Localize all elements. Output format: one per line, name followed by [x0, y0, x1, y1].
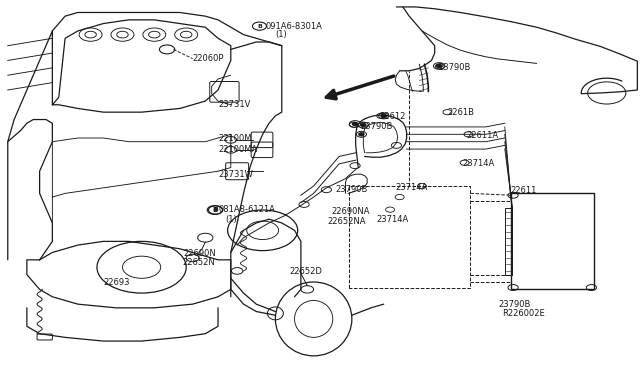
Text: 23790B: 23790B: [335, 185, 367, 194]
Text: 22652NA: 22652NA: [328, 217, 366, 225]
Text: 22652D: 22652D: [289, 267, 323, 276]
Text: 081A8-6121A: 081A8-6121A: [218, 205, 275, 215]
Text: 22611: 22611: [510, 186, 536, 195]
Text: 22690NA: 22690NA: [332, 206, 370, 216]
Circle shape: [359, 133, 364, 136]
Text: B: B: [212, 207, 218, 213]
Text: 23714A: 23714A: [463, 159, 495, 169]
Text: 091A6-8301A: 091A6-8301A: [266, 22, 323, 31]
Text: 22100M: 22100M: [218, 134, 252, 142]
Text: 22100MA: 22100MA: [218, 145, 257, 154]
Text: 22611A: 22611A: [467, 131, 499, 140]
Text: 23790B: 23790B: [361, 122, 393, 131]
Text: R226002E: R226002E: [502, 309, 545, 318]
Text: (1): (1): [275, 30, 287, 39]
Text: 23714A: 23714A: [376, 215, 408, 224]
Text: 22693: 22693: [103, 278, 130, 287]
Text: 22652N: 22652N: [182, 258, 215, 267]
Text: 22690N: 22690N: [184, 249, 216, 258]
Circle shape: [361, 124, 366, 126]
Circle shape: [353, 122, 358, 125]
Text: (1): (1): [226, 215, 237, 224]
Text: 23731W: 23731W: [218, 170, 253, 179]
Text: 23790B: 23790B: [438, 63, 471, 72]
Text: 22060P: 22060P: [193, 54, 224, 63]
Text: 2261B: 2261B: [447, 108, 474, 117]
Circle shape: [381, 114, 387, 117]
Text: 22612: 22612: [380, 112, 406, 121]
Text: 23731V: 23731V: [218, 100, 250, 109]
Circle shape: [436, 64, 442, 67]
Text: 23790B: 23790B: [499, 300, 531, 310]
Text: 23714A: 23714A: [395, 183, 428, 192]
Text: B: B: [257, 24, 262, 29]
Text: B: B: [213, 208, 218, 212]
